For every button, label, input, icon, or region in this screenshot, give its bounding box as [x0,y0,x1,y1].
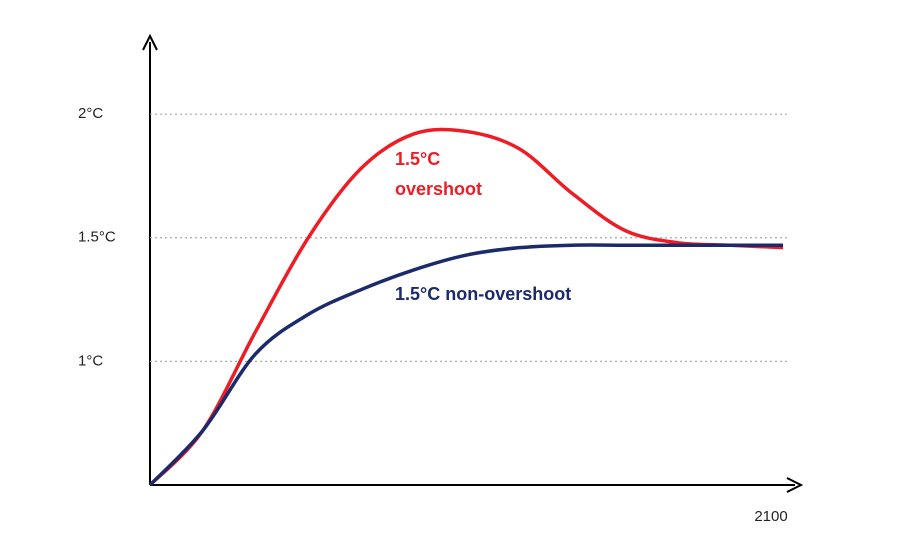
annotation: overshoot [395,179,482,199]
series-line [148,243,783,487]
series-line [148,127,784,487]
annotation: 1.5°C non-overshoot [395,284,571,304]
y-tick-label: 1.5°C [78,229,116,246]
x-axis-arrow [786,477,804,493]
x-tick-label: 2100 [754,508,787,525]
y-tick-label: 1°C [78,352,103,369]
annotation: 1.5°C [395,149,440,169]
y-axis-arrow [142,33,158,51]
y-tick-label: 2°C [78,105,103,122]
